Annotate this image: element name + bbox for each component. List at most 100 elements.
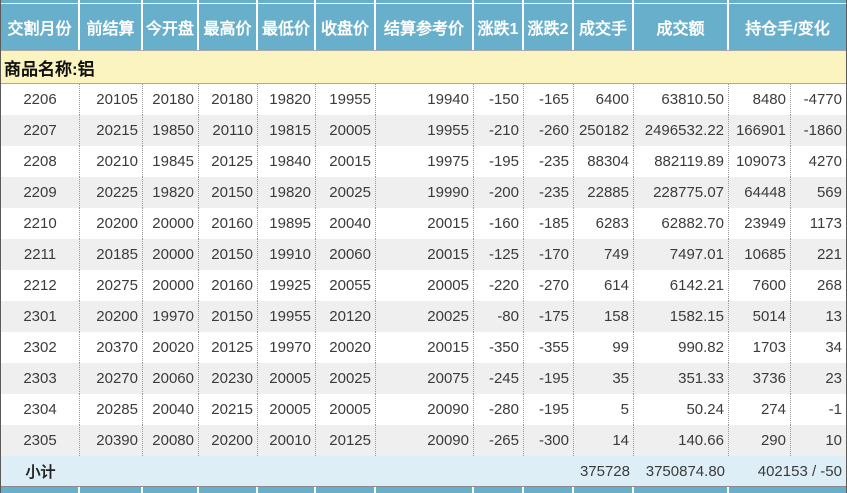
value-cell: 20025 (316, 363, 376, 394)
value-cell: 23 (825, 370, 842, 387)
value-cell: 20005 (316, 394, 376, 425)
value-cell: 1173 (809, 215, 842, 232)
subtotal-empty (199, 456, 258, 486)
value-cell: 20185 (80, 239, 143, 270)
commodity-label: 商品名称:铝 (4, 59, 95, 79)
value-cell: 351.33 (634, 363, 729, 394)
table-body: 2206 20105 20180 20180 19820 19955 19940 -150 -1… (1, 84, 846, 456)
header-change2: 涨跌2 (524, 0, 572, 50)
value-cell: 19970 (143, 301, 199, 332)
header-open: 今开盘 (143, 0, 197, 50)
value-cell: 88304 (574, 146, 634, 177)
value-cell: 4270 (808, 153, 842, 170)
value-cell: -300 (524, 425, 574, 456)
value-cell: 20125 (199, 332, 258, 363)
value-cell: -235 (524, 146, 574, 177)
month-cell: 2301 (1, 301, 80, 332)
value-cell: 221 (816, 246, 842, 263)
value-cell: -235 (524, 177, 574, 208)
value-cell: 20370 (80, 332, 143, 363)
month-cell: 2206 (1, 84, 80, 115)
value-cell: 20160 (199, 208, 258, 239)
value-cell: 990.82 (634, 332, 729, 363)
value-cell: 569 (816, 184, 842, 201)
value-cell: 10685 (729, 239, 791, 270)
next-section-header-strip (1, 486, 846, 493)
table-row: 2301 20200 19970 20150 19955 20120 20025 -80 -17… (1, 301, 846, 332)
value-cell: -195 (524, 394, 574, 425)
value-cell: 7497.01 (634, 239, 729, 270)
strip-cell (524, 487, 572, 493)
subtotal-empty (258, 456, 316, 486)
table-row: 2206 20105 20180 20180 19820 19955 19940 -150 -1… (1, 84, 846, 115)
value-cell: 20055 (316, 270, 376, 301)
value-cell: 19895 (258, 208, 316, 239)
strip-cell (574, 487, 632, 493)
value-cell: 20160 (199, 270, 258, 301)
value-cell: 64448 (729, 177, 791, 208)
value-cell: -170 (524, 239, 574, 270)
value-cell: 20015 (376, 208, 474, 239)
value-cell: 20180 (143, 84, 199, 115)
value-cell: 23949 (729, 208, 791, 239)
value-cell: -1860 (803, 122, 842, 139)
value-cell: 20125 (199, 146, 258, 177)
table-row: 2209 20225 19820 20150 19820 20025 19990 -200 -2… (1, 177, 846, 208)
subtotal-volume: 375728 (579, 462, 630, 480)
value-cell: 20230 (199, 363, 258, 394)
value-cell: 250182 (574, 115, 634, 146)
value-cell: 5014 (729, 301, 791, 332)
value-cell: -4770 (803, 91, 842, 108)
value-cell: 20125 (316, 425, 376, 456)
value-cell: -355 (524, 332, 574, 363)
strip-cell (199, 487, 256, 493)
value-cell: 20025 (316, 177, 376, 208)
value-cell: -1 (828, 401, 842, 418)
table-row: 2208 20210 19845 20125 19840 20015 19975 -195 -2… (1, 146, 846, 177)
value-cell: 20020 (143, 332, 199, 363)
value-cell: 19955 (376, 115, 474, 146)
header-close: 收盘价 (316, 0, 374, 50)
table-row: 2210 20200 20000 20160 19895 20040 20015 -160 -1… (1, 208, 846, 239)
strip-cell (729, 487, 846, 493)
value-cell: 749 (574, 239, 634, 270)
value-cell: 3736 (729, 363, 791, 394)
month-cell: 2211 (1, 239, 80, 270)
table-row: 2207 20215 19850 20110 19815 20005 19955 -210 -2… (1, 115, 846, 146)
value-cell: 158 (574, 301, 634, 332)
value-cell: 7600 (729, 270, 791, 301)
value-cell: 20225 (80, 177, 143, 208)
value-cell: 20005 (376, 270, 474, 301)
value-cell: 20060 (143, 363, 199, 394)
value-cell: 1582.15 (634, 301, 729, 332)
strip-cell (143, 487, 197, 493)
month-cell: 2207 (1, 115, 80, 146)
value-cell: 20210 (80, 146, 143, 177)
value-cell: 19975 (376, 146, 474, 177)
value-cell: 614 (574, 270, 634, 301)
value-cell: -280 (474, 394, 524, 425)
value-cell: 19840 (258, 146, 316, 177)
subtotal-empty (316, 456, 376, 486)
value-cell: 20040 (316, 208, 376, 239)
value-cell: 19820 (143, 177, 199, 208)
value-cell: -160 (474, 208, 524, 239)
value-cell: -80 (474, 301, 524, 332)
value-cell: 20075 (376, 363, 474, 394)
value-cell: 20150 (199, 301, 258, 332)
value-cell: 20120 (316, 301, 376, 332)
value-cell: 20005 (258, 394, 316, 425)
table-row: 2212 20275 20000 20160 19925 20055 20005 -220 -2… (1, 270, 846, 301)
header-settlement-ref: 结算参考价 (376, 0, 472, 50)
value-cell: 109073 (729, 146, 791, 177)
value-cell: 19970 (258, 332, 316, 363)
value-cell: 63810.50 (634, 84, 729, 115)
value-cell: -270 (524, 270, 574, 301)
value-cell: 6142.21 (634, 270, 729, 301)
value-cell: 20285 (80, 394, 143, 425)
value-cell: 10 (825, 432, 842, 449)
subtotal-empty (376, 456, 474, 486)
value-cell: 8480 (729, 84, 791, 115)
value-cell: 20215 (199, 394, 258, 425)
value-cell: -350 (474, 332, 524, 363)
